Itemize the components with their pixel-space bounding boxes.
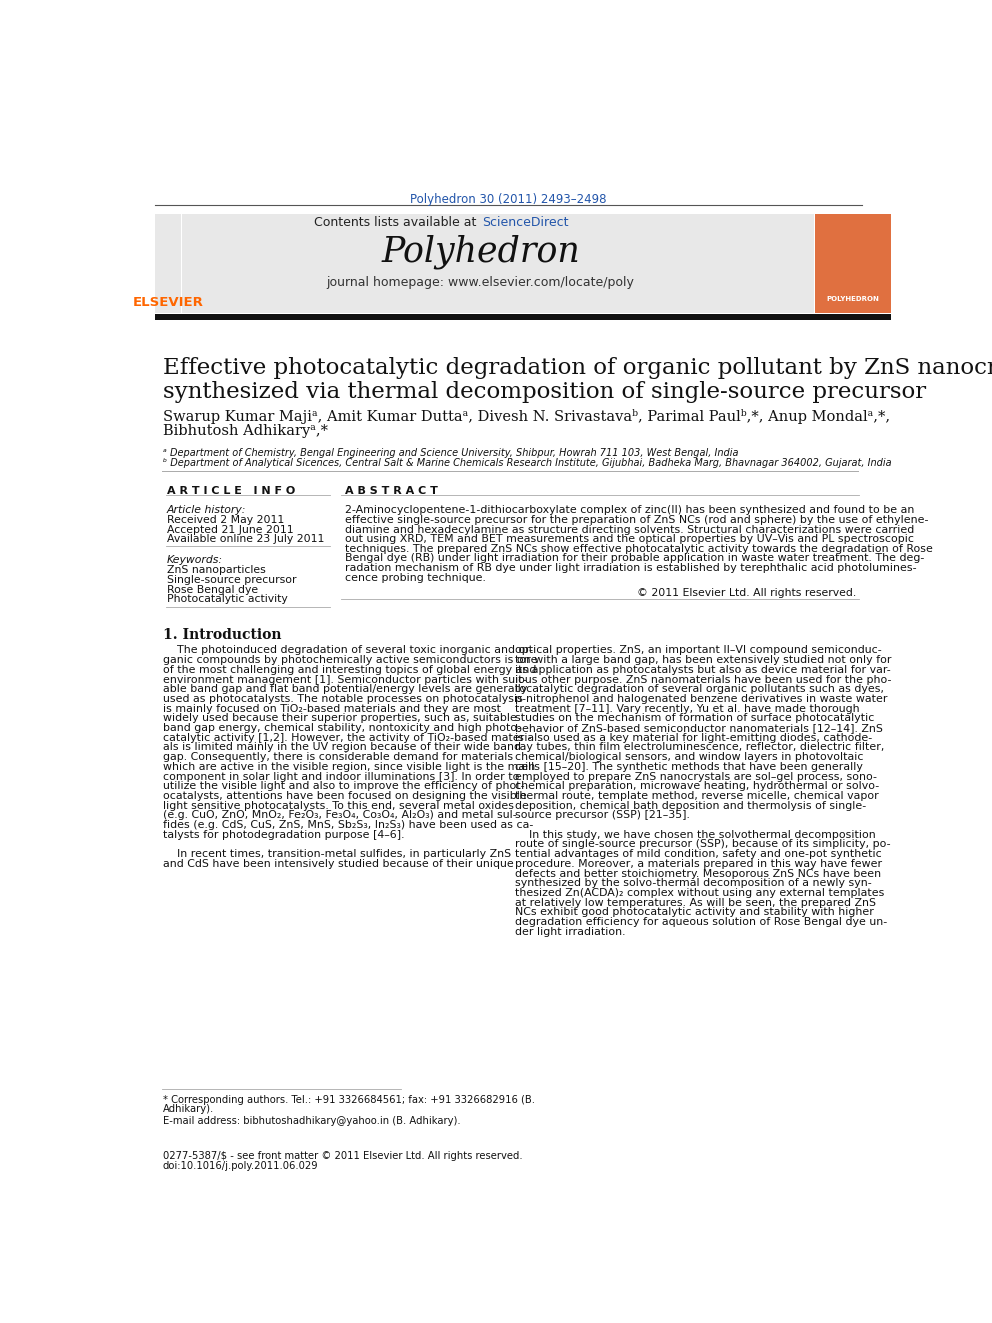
- FancyBboxPatch shape: [155, 314, 891, 320]
- Text: able band gap and flat band potential/energy levels are generally: able band gap and flat band potential/en…: [163, 684, 527, 695]
- FancyBboxPatch shape: [815, 214, 891, 312]
- Text: procedure. Moreover, a materials prepared in this way have fewer: procedure. Moreover, a materials prepare…: [516, 859, 883, 869]
- Text: fides (e.g. CdS, CuS, ZnS, MnS, Sb₂S₃, In₂S₃) have been used as ca-: fides (e.g. CdS, CuS, ZnS, MnS, Sb₂S₃, I…: [163, 820, 533, 830]
- Text: band gap energy, chemical stability, nontoxicity and high photo-: band gap energy, chemical stability, non…: [163, 722, 521, 733]
- Text: In this study, we have chosen the solvothermal decomposition: In this study, we have chosen the solvot…: [516, 830, 876, 840]
- Text: 0277-5387/$ - see front matter © 2011 Elsevier Ltd. All rights reserved.: 0277-5387/$ - see front matter © 2011 El…: [163, 1151, 523, 1160]
- Text: of the most challenging and interesting topics of global energy and: of the most challenging and interesting …: [163, 664, 536, 675]
- Text: diamine and hexadecylamine as structure directing solvents. Structural character: diamine and hexadecylamine as structure …: [345, 524, 914, 534]
- Text: tential advantages of mild condition, safety and one-pot synthetic: tential advantages of mild condition, sa…: [516, 849, 882, 859]
- Text: used as photocatalysts. The notable processes on photocatalysis: used as photocatalysts. The notable proc…: [163, 693, 523, 704]
- FancyBboxPatch shape: [183, 214, 813, 312]
- Text: als is limited mainly in the UV region because of their wide band: als is limited mainly in the UV region b…: [163, 742, 521, 753]
- Text: Bengal dye (RB) under light irradiation for their probable application in waste : Bengal dye (RB) under light irradiation …: [345, 553, 925, 564]
- Text: Received 2 May 2011: Received 2 May 2011: [167, 515, 284, 525]
- Text: Keywords:: Keywords:: [167, 556, 222, 565]
- Text: thermal route, template method, reverse micelle, chemical vapor: thermal route, template method, reverse …: [516, 791, 879, 800]
- Text: Rose Bengal dye: Rose Bengal dye: [167, 585, 258, 594]
- Text: deposition, chemical bath deposition and thermolysis of single-: deposition, chemical bath deposition and…: [516, 800, 867, 811]
- Text: Photocatalytic activity: Photocatalytic activity: [167, 594, 288, 605]
- Text: Contents lists available at: Contents lists available at: [314, 216, 480, 229]
- Text: ray tubes, thin film electroluminescence, reflector, dielectric filter,: ray tubes, thin film electroluminescence…: [516, 742, 885, 753]
- Text: © 2011 Elsevier Ltd. All rights reserved.: © 2011 Elsevier Ltd. All rights reserved…: [637, 589, 856, 598]
- Text: ELSEVIER: ELSEVIER: [133, 296, 203, 308]
- Text: * Corresponding authors. Tel.: +91 3326684561; fax: +91 3326682916 (B.: * Corresponding authors. Tel.: +91 33266…: [163, 1095, 535, 1105]
- Text: studies on the mechanism of formation of surface photocatalytic: studies on the mechanism of formation of…: [516, 713, 875, 724]
- Text: Accepted 21 June 2011: Accepted 21 June 2011: [167, 524, 294, 534]
- Text: POLYHEDRON: POLYHEDRON: [827, 296, 880, 302]
- Text: Bibhutosh Adhikaryᵃ,*: Bibhutosh Adhikaryᵃ,*: [163, 425, 327, 438]
- FancyBboxPatch shape: [155, 214, 181, 312]
- Text: Article history:: Article history:: [167, 505, 246, 515]
- Text: environment management [1]. Semiconductor particles with suit-: environment management [1]. Semiconducto…: [163, 675, 527, 684]
- Text: component in solar light and indoor illuminations [3]. In order to: component in solar light and indoor illu…: [163, 771, 519, 782]
- Text: tocatalytic degradation of several organic pollutants such as dyes,: tocatalytic degradation of several organ…: [516, 684, 885, 695]
- Text: chemical preparation, microwave heating, hydrothermal or solvo-: chemical preparation, microwave heating,…: [516, 781, 880, 791]
- Text: ᵃ Department of Chemistry, Bengal Engineering and Science University, Shibpur, H: ᵃ Department of Chemistry, Bengal Engine…: [163, 447, 738, 458]
- Text: ganic compounds by photochemically active semiconductors is one: ganic compounds by photochemically activ…: [163, 655, 538, 665]
- Text: source precursor (SSP) [21–35].: source precursor (SSP) [21–35].: [516, 810, 690, 820]
- Text: route of single-source precursor (SSP), because of its simplicity, po-: route of single-source precursor (SSP), …: [516, 839, 891, 849]
- Text: The photoinduced degradation of several toxic inorganic and or-: The photoinduced degradation of several …: [163, 646, 533, 655]
- Text: journal homepage: www.elsevier.com/locate/poly: journal homepage: www.elsevier.com/locat…: [326, 275, 635, 288]
- Text: ZnS nanoparticles: ZnS nanoparticles: [167, 565, 266, 576]
- Text: cells [15–20]. The synthetic methods that have been generally: cells [15–20]. The synthetic methods tha…: [516, 762, 863, 771]
- Text: A R T I C L E   I N F O: A R T I C L E I N F O: [167, 486, 295, 496]
- Text: Swarup Kumar Majiᵃ, Amit Kumar Duttaᵃ, Divesh N. Srivastavaᵇ, Parimal Paulᵇ,*, A: Swarup Kumar Majiᵃ, Amit Kumar Duttaᵃ, D…: [163, 409, 890, 423]
- Text: tor with a large band gap, has been extensively studied not only for: tor with a large band gap, has been exte…: [516, 655, 892, 665]
- Text: ScienceDirect: ScienceDirect: [482, 216, 568, 229]
- Text: ocatalysts, attentions have been focused on designing the visible: ocatalysts, attentions have been focused…: [163, 791, 527, 800]
- Text: Effective photocatalytic degradation of organic pollutant by ZnS nanocrystals: Effective photocatalytic degradation of …: [163, 357, 992, 378]
- Text: Adhikary).: Adhikary).: [163, 1105, 214, 1114]
- Text: light sensitive photocatalysts. To this end, several metal oxides: light sensitive photocatalysts. To this …: [163, 800, 514, 811]
- Text: chemical/biological sensors, and window layers in photovoltaic: chemical/biological sensors, and window …: [516, 751, 864, 762]
- Text: talysts for photodegradation purpose [4–6].: talysts for photodegradation purpose [4–…: [163, 830, 405, 840]
- Text: ᵇ Department of Analytical Sicences, Central Salt & Marine Chemicals Research In: ᵇ Department of Analytical Sicences, Cen…: [163, 458, 892, 468]
- Text: and CdS have been intensively studied because of their unique: and CdS have been intensively studied be…: [163, 859, 514, 869]
- Text: effective single-source precursor for the preparation of ZnS NCs (rod and sphere: effective single-source precursor for th…: [345, 515, 929, 525]
- Text: E-mail address: bibhutoshadhikary@yahoo.in (B. Adhikary).: E-mail address: bibhutoshadhikary@yahoo.…: [163, 1115, 460, 1126]
- Text: 2-Aminocyclopentene-1-dithiocarboxylate complex of zinc(II) has been synthesized: 2-Aminocyclopentene-1-dithiocarboxylate …: [345, 505, 915, 515]
- Text: treatment [7–11]. Vary recently, Yu et al. have made thorough: treatment [7–11]. Vary recently, Yu et a…: [516, 704, 860, 713]
- Text: Polyhedron 30 (2011) 2493–2498: Polyhedron 30 (2011) 2493–2498: [410, 193, 607, 205]
- Text: catalytic activity [1,2]. However, the activity of TiO₂-based materi-: catalytic activity [1,2]. However, the a…: [163, 733, 532, 742]
- Text: at relatively low temperatures. As will be seen, the prepared ZnS: at relatively low temperatures. As will …: [516, 897, 876, 908]
- Text: Available online 23 July 2011: Available online 23 July 2011: [167, 533, 324, 544]
- Text: defects and better stoichiometry. Mesoporous ZnS NCs have been: defects and better stoichiometry. Mesopo…: [516, 868, 882, 878]
- Text: thesized Zn(ACDA)₂ complex without using any external templates: thesized Zn(ACDA)₂ complex without using…: [516, 888, 885, 898]
- Text: synthesized by the solvo-thermal decomposition of a newly syn-: synthesized by the solvo-thermal decompo…: [516, 878, 872, 888]
- Text: gap. Consequently, there is considerable demand for materials: gap. Consequently, there is considerable…: [163, 751, 513, 762]
- Text: A B S T R A C T: A B S T R A C T: [345, 486, 437, 496]
- Text: widely used because their superior properties, such as, suitable: widely used because their superior prope…: [163, 713, 517, 724]
- Text: its application as photocatalysts but also as device material for var-: its application as photocatalysts but al…: [516, 664, 891, 675]
- Text: techniques. The prepared ZnS NCs show effective photocatalytic activity towards : techniques. The prepared ZnS NCs show ef…: [345, 544, 932, 554]
- Text: optical properties. ZnS, an important II–VI compound semiconduc-: optical properties. ZnS, an important II…: [516, 646, 882, 655]
- Text: is mainly focused on TiO₂-based materials and they are most: is mainly focused on TiO₂-based material…: [163, 704, 501, 713]
- Text: employed to prepare ZnS nanocrystals are sol–gel process, sono-: employed to prepare ZnS nanocrystals are…: [516, 771, 877, 782]
- Text: radation mechanism of RB dye under light irradiation is established by terephtha: radation mechanism of RB dye under light…: [345, 564, 917, 573]
- Text: ious other purpose. ZnS nanomaterials have been used for the pho-: ious other purpose. ZnS nanomaterials ha…: [516, 675, 892, 684]
- Text: p-nitrophenol and halogenated benzene derivatives in waste water: p-nitrophenol and halogenated benzene de…: [516, 693, 888, 704]
- Text: (e.g. CuO, ZnO, MnO₂, Fe₂O₃, Fe₃O₄, Co₃O₄, Al₂O₃) and metal sul-: (e.g. CuO, ZnO, MnO₂, Fe₂O₃, Fe₃O₄, Co₃O…: [163, 810, 517, 820]
- Text: synthesized via thermal decomposition of single-source precursor: synthesized via thermal decomposition of…: [163, 381, 926, 402]
- Text: doi:10.1016/j.poly.2011.06.029: doi:10.1016/j.poly.2011.06.029: [163, 1160, 318, 1171]
- Text: utilize the visible light and also to improve the efficiency of phot-: utilize the visible light and also to im…: [163, 781, 525, 791]
- Text: behavior of ZnS-based semiconductor nanomaterials [12–14]. ZnS: behavior of ZnS-based semiconductor nano…: [516, 722, 883, 733]
- Text: cence probing technique.: cence probing technique.: [345, 573, 486, 582]
- Text: NCs exhibit good photocatalytic activity and stability with higher: NCs exhibit good photocatalytic activity…: [516, 908, 874, 917]
- Text: which are active in the visible region, since visible light is the main: which are active in the visible region, …: [163, 762, 535, 771]
- Text: Polyhedron: Polyhedron: [381, 234, 580, 269]
- Text: In recent times, transition-metal sulfides, in particularly ZnS: In recent times, transition-metal sulfid…: [163, 849, 511, 859]
- Text: Single-source precursor: Single-source precursor: [167, 576, 297, 585]
- Text: der light irradiation.: der light irradiation.: [516, 926, 626, 937]
- Text: out using XRD, TEM and BET measurements and the optical properties by UV–Vis and: out using XRD, TEM and BET measurements …: [345, 534, 914, 544]
- Text: is also used as a key material for light-emitting diodes, cathode-: is also used as a key material for light…: [516, 733, 873, 742]
- Text: 1. Introduction: 1. Introduction: [163, 628, 282, 643]
- Text: degradation efficiency for aqueous solution of Rose Bengal dye un-: degradation efficiency for aqueous solut…: [516, 917, 888, 927]
